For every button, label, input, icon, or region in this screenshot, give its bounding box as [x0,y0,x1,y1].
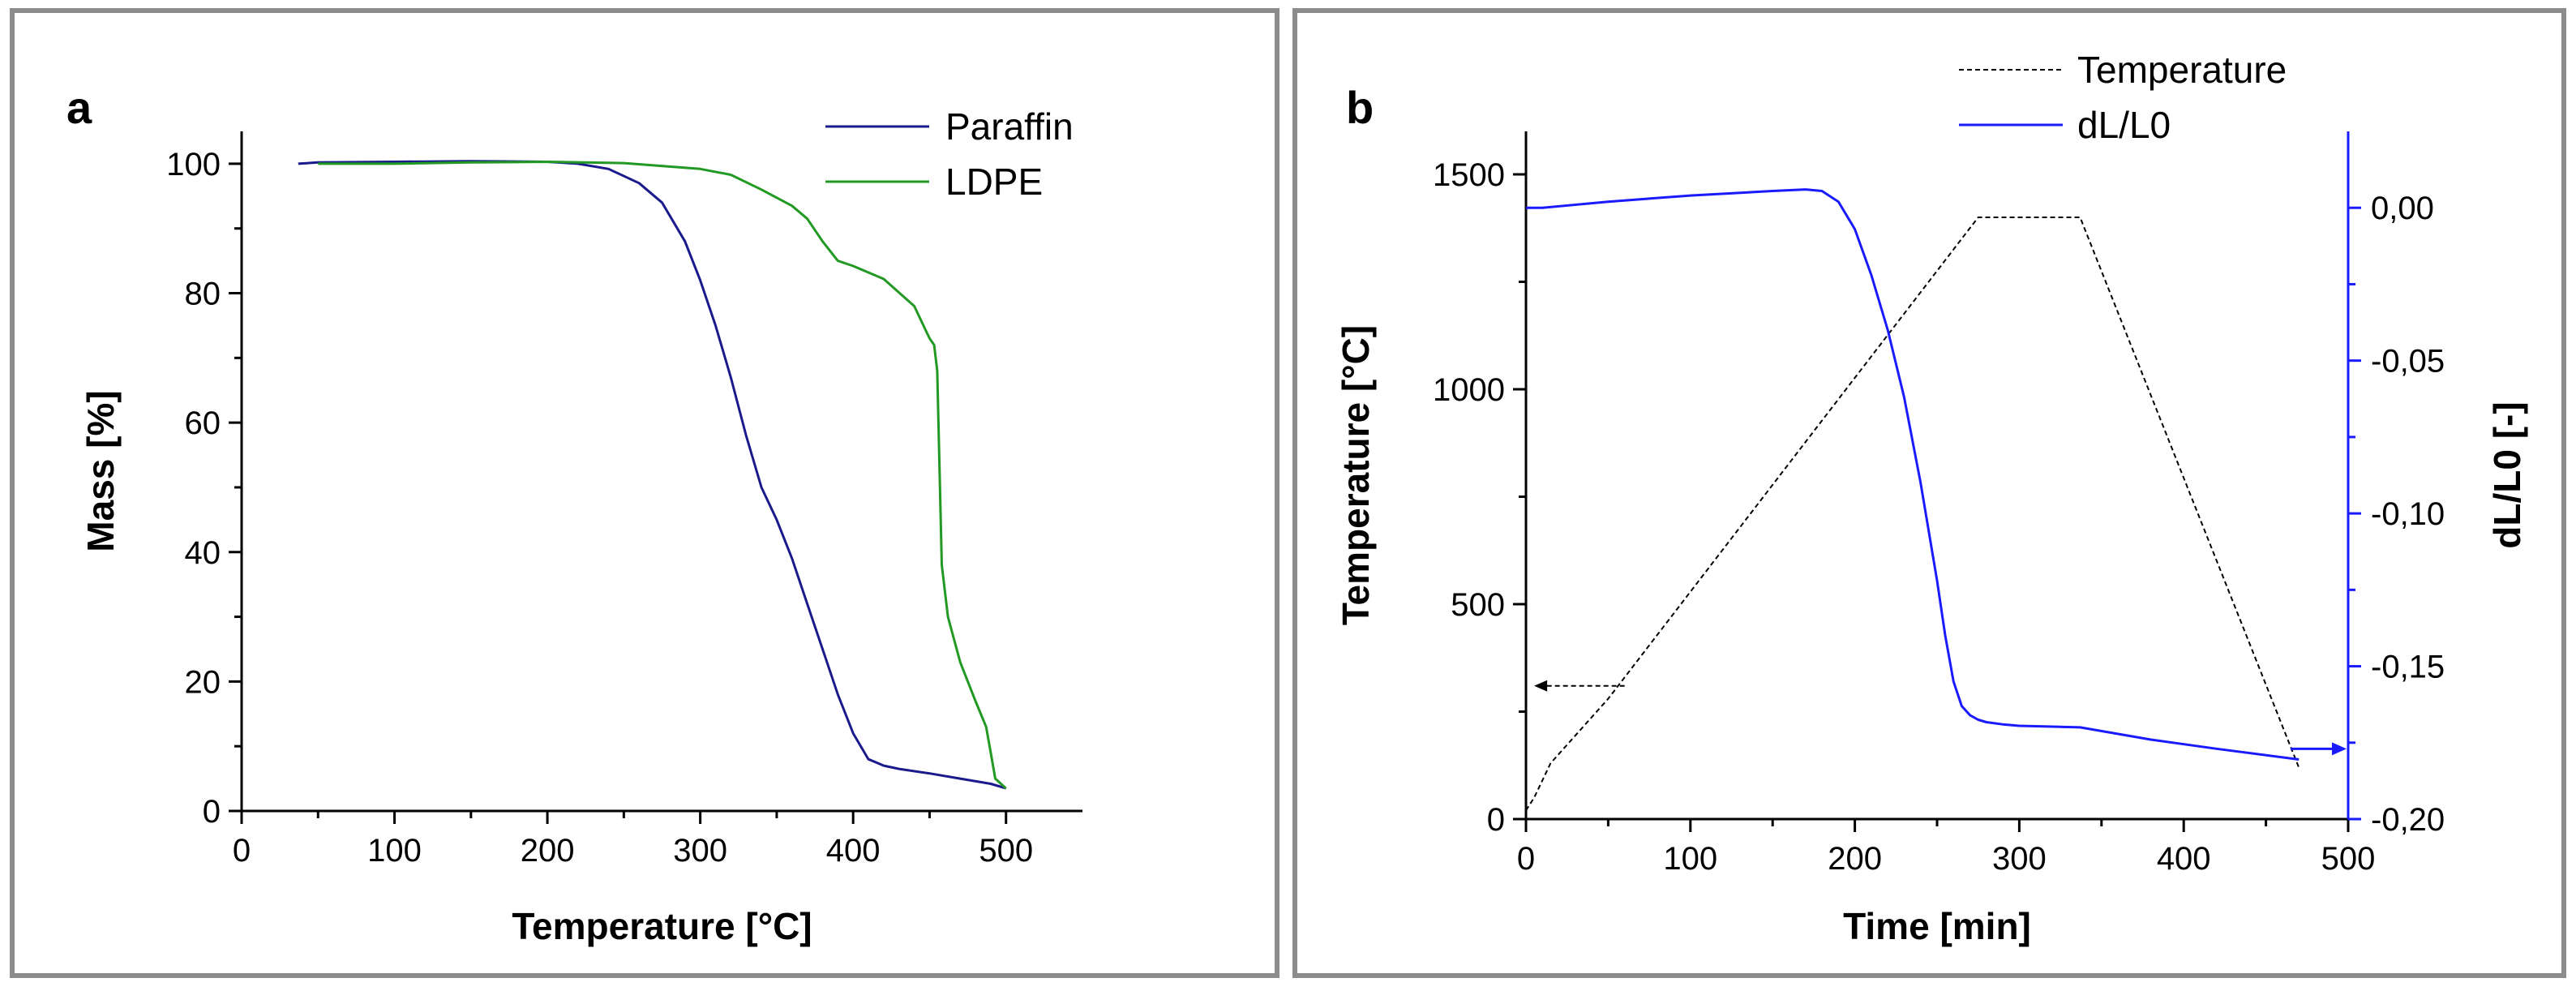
panel-label: b [1346,82,1374,133]
x-tick-label: 0 [1517,841,1535,877]
x-tick-label: 200 [521,833,575,869]
x-tick-label: 100 [1663,841,1717,877]
panel-b: 0 100 200 300 400 500 0 500 1000 1500 0,00 -0,05 -0,… [1292,8,2566,978]
y-tick-label: 40 [185,535,221,571]
panel-label: a [66,82,92,133]
x-tick-label: 0 [233,833,251,869]
x-axis-label: Time [min] [1843,905,2031,947]
x-tick-label: 500 [979,833,1033,869]
y-axis-label: Temperature [°C] [1335,325,1377,625]
series-line-dl-l0 [1526,188,2300,761]
x-tick-label: 100 [367,833,422,869]
y-tick-label: 60 [185,405,221,441]
y-tick-label: 80 [185,277,221,312]
y-tick-label: 20 [185,664,221,700]
y-tick-label: 100 [166,147,221,182]
y-tick-label: 0 [1487,802,1505,838]
x-tick-label: 500 [2321,841,2376,877]
x-tick-label: 300 [673,833,727,869]
y-tick-label: 1500 [1433,157,1505,193]
y-tick-label: 1000 [1433,372,1505,408]
arrow-head-right-icon [2332,742,2347,756]
x-tick-label: 300 [1992,841,2047,877]
legend-label-ldpe: LDPE [945,161,1043,203]
panel-a: 0 100 200 300 400 500 0 20 40 60 80 100 a Temperature… [10,8,1279,978]
y2-axis-label: dL/L0 [-] [2486,401,2528,548]
y2-tick-label: -0,15 [2371,650,2445,685]
chart-b: 0 100 200 300 400 500 0 500 1000 1500 0,00 -0,05 -0,… [1335,49,2528,947]
y2-tick-label: 0,00 [2371,191,2434,226]
y-tick-label: 500 [1451,587,1505,623]
y-axis-label: Mass [%] [79,390,122,551]
series-line-temperature [1525,217,2300,811]
x-axis-label: Temperature [°C] [512,905,812,947]
series-line-ldpe [318,161,1007,790]
legend-label-dl-l0: dL/L0 [2077,104,2171,146]
x-tick-label: 200 [1828,841,1882,877]
y2-tick-label: -0,20 [2371,802,2445,838]
legend-label-paraffin: Paraffin [945,105,1074,148]
y-tick-label: 0 [203,794,221,830]
arrow-head-left-icon [1534,680,1548,692]
x-tick-label: 400 [826,833,881,869]
legend-label-temperature: Temperature [2077,49,2287,91]
series-line-paraffin [298,160,1007,790]
y2-tick-label: -0,10 [2371,496,2445,532]
x-tick-label: 400 [2157,841,2211,877]
chart-a: 0 100 200 300 400 500 0 20 40 60 80 100 a Temperature… [66,82,1082,947]
y2-tick-label: -0,05 [2371,344,2445,380]
